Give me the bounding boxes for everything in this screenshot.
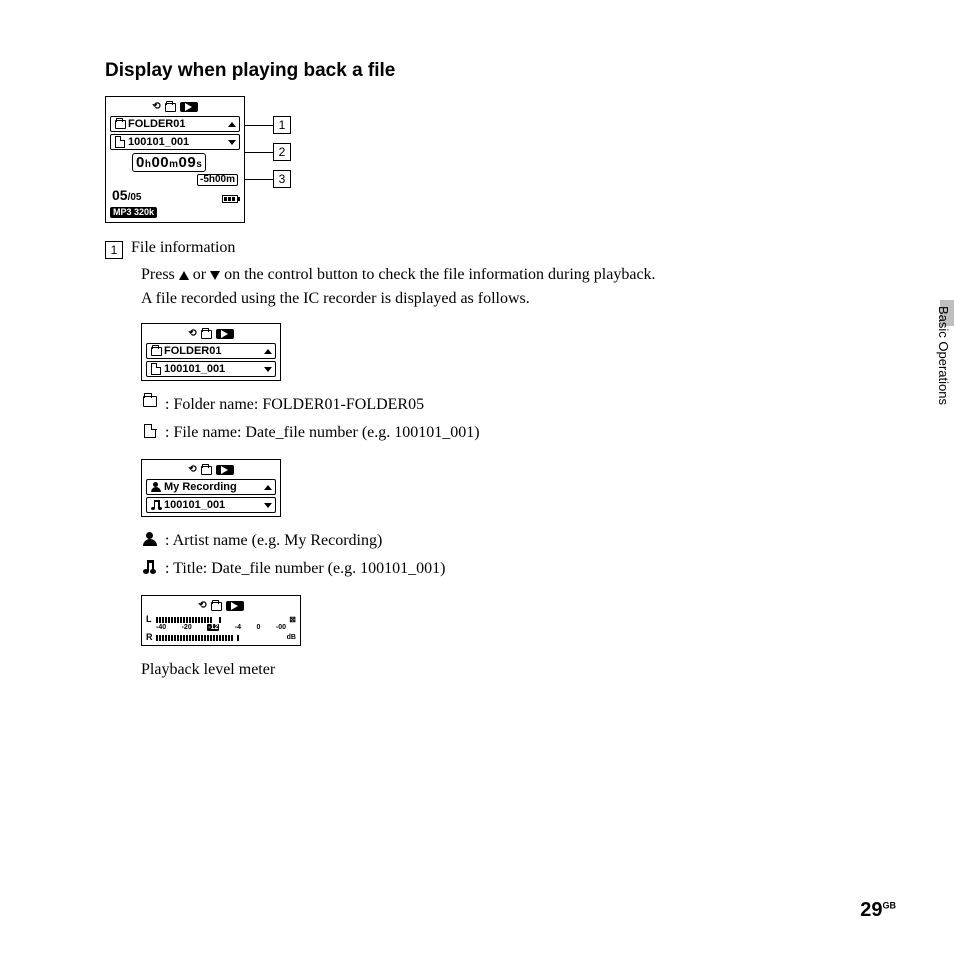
- lcd-track-counter: 05/05: [112, 188, 141, 203]
- meter-lcd: ⟲ L ⊠ -40 -20 -12 -4 0 -00 R dB: [141, 595, 301, 646]
- person-icon: [143, 532, 157, 546]
- repeat-icon: ⟲: [188, 329, 196, 339]
- meter-caption: Playback level meter: [141, 658, 884, 682]
- down-triangle-icon: [210, 271, 220, 280]
- meter-left-channel: L ⊠: [146, 615, 296, 624]
- lcd-remaining-row: -5h00m: [110, 174, 240, 186]
- legend-2: : Artist name (e.g. My Recording) : Titl…: [141, 529, 884, 581]
- meter-right-channel: R dB: [146, 633, 296, 642]
- lcd-format-badge: MP3 320k: [110, 207, 157, 218]
- folder-icon: [143, 396, 157, 407]
- folder-icon: [211, 602, 222, 611]
- main-lcd-display: ⟲ FOLDER01 100101_001 0h00m09s -5h00m: [105, 96, 245, 223]
- file-icon: [144, 424, 156, 438]
- mini-lcd-2: ⟲ My Recording 100101_001: [141, 459, 281, 517]
- lcd-remaining-time: -5h00m: [197, 174, 238, 186]
- down-arrow-icon: [228, 140, 236, 145]
- callout-1: 1: [273, 116, 291, 134]
- item-number-1: 1: [105, 241, 123, 259]
- lcd-folder-row: FOLDER01: [110, 116, 240, 132]
- item-1-paragraph: Press or on the control button to check …: [141, 263, 884, 311]
- up-arrow-icon: [264, 485, 272, 490]
- play-icon: [226, 601, 244, 611]
- lcd-file-row: 100101_001: [110, 134, 240, 150]
- folder-icon: [151, 347, 162, 356]
- folder-icon: [201, 466, 212, 475]
- legend-folder-text: : Folder name: FOLDER01-FOLDER05: [165, 393, 424, 417]
- folder-icon: [201, 330, 212, 339]
- music-icon: [143, 560, 157, 574]
- folder-icon: [115, 120, 126, 129]
- legend-1: : Folder name: FOLDER01-FOLDER05 : File …: [141, 393, 884, 445]
- lcd-status-bar: ⟲: [110, 100, 240, 114]
- lcd-folder-name: FOLDER01: [126, 119, 228, 130]
- section-title: Display when playing back a file: [105, 60, 884, 82]
- up-triangle-icon: [179, 271, 189, 280]
- play-icon: [216, 465, 234, 475]
- folder-icon: [165, 103, 176, 112]
- person-icon: [151, 482, 161, 492]
- lcd-elapsed-time: 0h00m09s: [132, 153, 206, 172]
- up-arrow-icon: [264, 349, 272, 354]
- down-arrow-icon: [264, 367, 272, 372]
- music-icon: [151, 500, 162, 510]
- legend-artist-text: : Artist name (e.g. My Recording): [165, 529, 382, 553]
- repeat-icon: ⟲: [152, 102, 160, 112]
- mini1-file: 100101_001: [162, 364, 264, 375]
- meter-scale: -40 -20 -12 -4 0 -00: [146, 624, 296, 631]
- item-1-label: File information: [131, 239, 235, 257]
- side-tab-label: Basic Operations: [933, 300, 954, 411]
- down-arrow-icon: [264, 503, 272, 508]
- play-icon: [180, 102, 198, 112]
- repeat-icon: ⟲: [198, 601, 206, 611]
- repeat-icon: ⟲: [188, 465, 196, 475]
- lcd-file-name: 100101_001: [126, 137, 228, 148]
- lcd-bottom-row: 05/05: [110, 188, 240, 203]
- up-arrow-icon: [228, 122, 236, 127]
- page-number: 29GB: [860, 899, 896, 922]
- mini1-folder: FOLDER01: [162, 346, 264, 357]
- file-icon: [151, 363, 161, 375]
- callout-3: 3: [273, 170, 291, 188]
- legend-file-text: : File name: Date_file number (e.g. 1001…: [165, 421, 480, 445]
- battery-icon: [222, 195, 238, 203]
- callout-2: 2: [273, 143, 291, 161]
- mini2-artist: My Recording: [162, 482, 264, 493]
- file-icon: [115, 136, 125, 148]
- mini2-title: 100101_001: [162, 500, 264, 511]
- legend-title-text: : Title: Date_file number (e.g. 100101_0…: [165, 557, 445, 581]
- item-1-block: 1 File information Press or on the contr…: [105, 239, 884, 682]
- main-display-with-callouts: ⟲ FOLDER01 100101_001 0h00m09s -5h00m: [105, 96, 884, 223]
- callout-numbers: 1 2 3: [245, 116, 291, 188]
- play-icon: [216, 329, 234, 339]
- manual-page: Display when playing back a file ⟲ FOLDE…: [0, 0, 954, 954]
- mini-lcd-1: ⟲ FOLDER01 100101_001: [141, 323, 281, 381]
